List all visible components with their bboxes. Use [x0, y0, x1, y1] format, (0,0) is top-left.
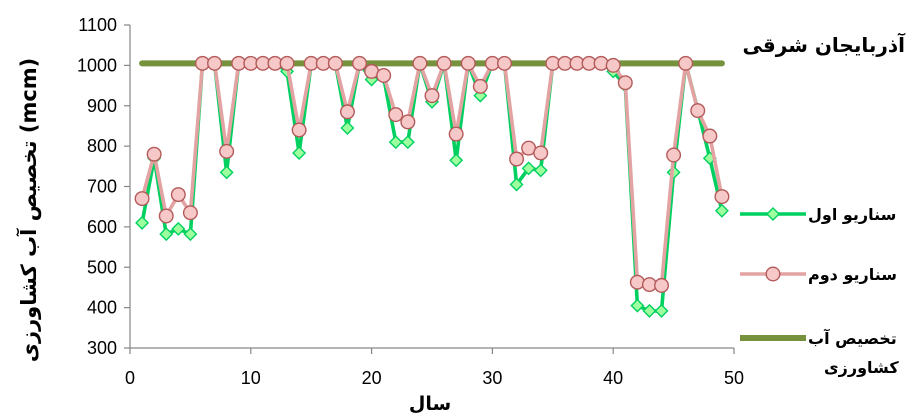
data-point [509, 151, 525, 167]
data-point [400, 135, 415, 150]
data-point [460, 55, 476, 71]
data-point [666, 147, 682, 163]
x-tick-label: 50 [724, 368, 744, 388]
data-point [629, 274, 645, 290]
data-point [714, 189, 730, 205]
data-point [219, 165, 234, 180]
legend-label: سناریو دوم [808, 265, 897, 284]
axes [124, 24, 735, 354]
data-point [630, 298, 645, 313]
data-point [207, 55, 223, 71]
x-tick-label: 0 [125, 368, 135, 388]
y-axis-title: تخصیص آب کشاورزی (mcm) [16, 58, 41, 363]
data-point [340, 120, 355, 135]
legend-swatch-marker [766, 207, 780, 221]
data-point [376, 67, 392, 83]
legend-item-2: سناریو دوم [740, 265, 897, 284]
legend: سناریو اول سناریو دوم تخصیص آب کشاورزی [740, 205, 899, 377]
chart-title: آذربایجان شرقی [742, 32, 906, 57]
data-point [171, 221, 186, 236]
y-tick-label: 600 [87, 217, 117, 237]
y-tick-label: 1000 [77, 55, 117, 75]
y-tick-label: 300 [87, 338, 117, 358]
data-point [170, 187, 186, 203]
x-tick-label: 30 [482, 368, 502, 388]
data-point [388, 107, 404, 123]
legend-item-1: سناریو اول [740, 205, 896, 224]
data-point [702, 128, 718, 144]
data-point [424, 88, 440, 104]
data-point [182, 205, 198, 221]
data-point [605, 57, 621, 73]
data-point [714, 203, 729, 218]
tick-labels: 300 400 500 600 700 800 900 1000 1100 0 10 20 30 40 50 [77, 15, 744, 388]
data-point [533, 145, 549, 161]
data-point [436, 55, 452, 71]
data-point [352, 55, 368, 71]
data-point [291, 122, 307, 138]
data-point [146, 146, 162, 162]
series-2 [134, 55, 730, 293]
x-tick-label: 10 [241, 368, 261, 388]
data-point [642, 303, 657, 318]
data-point [412, 55, 428, 71]
data-point [400, 114, 416, 130]
data-point [678, 55, 694, 71]
x-axis-title: سال [409, 393, 451, 414]
data-point [327, 55, 343, 71]
data-point [183, 227, 198, 242]
data-point [292, 145, 307, 160]
y-tick-label: 700 [87, 177, 117, 197]
data-point [521, 161, 536, 176]
x-tick-label: 20 [362, 368, 382, 388]
data-point [449, 153, 464, 168]
data-point [654, 303, 669, 318]
data-point [134, 191, 150, 207]
y-tick-label: 800 [87, 136, 117, 156]
y-tick-label: 900 [87, 96, 117, 116]
y-axis-title-group: تخصیص آب کشاورزی (mcm) [16, 58, 41, 363]
data-point [158, 208, 174, 224]
data-point [654, 277, 670, 293]
plot-area [134, 55, 730, 318]
legend-label: سناریو اول [808, 205, 896, 224]
data-point [593, 55, 609, 71]
legend-label: تخصیص آب [808, 328, 897, 348]
y-tick-label: 400 [87, 298, 117, 318]
data-point [339, 104, 355, 120]
data-point [533, 163, 548, 178]
data-point [279, 55, 295, 71]
legend-label: کشاورزی [824, 358, 899, 377]
data-point [496, 55, 512, 71]
x-tick-label: 40 [603, 368, 623, 388]
data-point [509, 177, 524, 192]
data-point [448, 126, 464, 142]
data-point [219, 143, 235, 159]
data-point [159, 227, 174, 242]
data-point [690, 103, 706, 119]
data-point [135, 215, 150, 230]
legend-swatch-marker [765, 266, 781, 282]
data-point [617, 75, 633, 91]
data-point [388, 135, 403, 150]
y-tick-label: 500 [87, 257, 117, 277]
legend-item-3: تخصیص آب کشاورزی [740, 328, 899, 377]
y-tick-label: 1100 [78, 15, 117, 35]
data-point [472, 78, 488, 94]
